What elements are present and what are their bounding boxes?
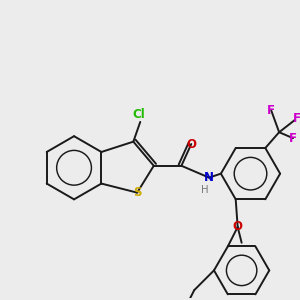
Text: O: O	[233, 220, 243, 233]
Text: Cl: Cl	[132, 107, 145, 121]
Text: F: F	[267, 104, 275, 117]
Text: F: F	[293, 112, 300, 125]
Text: H: H	[201, 185, 209, 195]
Text: N: N	[204, 171, 214, 184]
Text: F: F	[289, 132, 297, 145]
Text: S: S	[133, 186, 141, 199]
Text: O: O	[186, 137, 196, 151]
